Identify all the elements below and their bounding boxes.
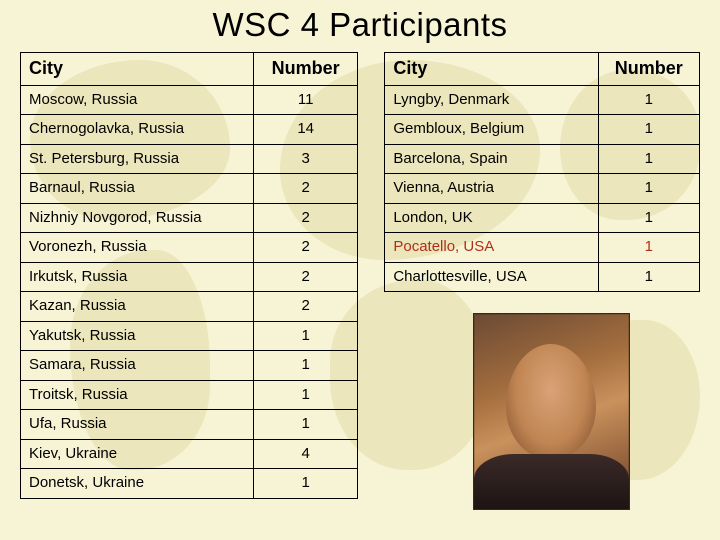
cell-city: Lyngby, Denmark	[385, 85, 598, 115]
cell-number: 1	[598, 174, 699, 204]
cell-number: 1	[254, 410, 358, 440]
cell-number: 2	[254, 233, 358, 263]
cell-city: Barnaul, Russia	[21, 174, 254, 204]
cell-number: 1	[254, 351, 358, 381]
cell-number: 1	[254, 380, 358, 410]
table-row: Moscow, Russia11	[21, 85, 358, 115]
cell-city: Samara, Russia	[21, 351, 254, 381]
cell-city: Kiev, Ukraine	[21, 439, 254, 469]
col-header-number: Number	[254, 53, 358, 86]
table-row: Ufa, Russia1	[21, 410, 358, 440]
cell-city: Voronezh, Russia	[21, 233, 254, 263]
table-row: Troitsk, Russia1	[21, 380, 358, 410]
participant-photo	[473, 313, 630, 510]
table-header-row: City Number	[21, 53, 358, 86]
participants-table-right: City Number Lyngby, Denmark1Gembloux, Be…	[384, 52, 700, 292]
page-title: WSC 4 Participants	[20, 6, 700, 44]
col-header-city: City	[385, 53, 598, 86]
cell-number: 2	[254, 174, 358, 204]
cell-city: Yakutsk, Russia	[21, 321, 254, 351]
table-row: Donetsk, Ukraine1	[21, 469, 358, 499]
slide-content: WSC 4 Participants City Number Moscow, R…	[0, 0, 720, 540]
table-row: Gembloux, Belgium1	[385, 115, 700, 145]
cell-number: 3	[254, 144, 358, 174]
table-row: Kiev, Ukraine4	[21, 439, 358, 469]
cell-city: Donetsk, Ukraine	[21, 469, 254, 499]
cell-number: 1	[254, 321, 358, 351]
cell-city: Irkutsk, Russia	[21, 262, 254, 292]
table-row: Voronezh, Russia2	[21, 233, 358, 263]
cell-city: Ufa, Russia	[21, 410, 254, 440]
cell-city: Troitsk, Russia	[21, 380, 254, 410]
cell-number: 14	[254, 115, 358, 145]
table-row: Vienna, Austria1	[385, 174, 700, 204]
cell-number: 1	[598, 85, 699, 115]
cell-city: Vienna, Austria	[385, 174, 598, 204]
cell-number: 2	[254, 262, 358, 292]
cell-number: 1	[598, 203, 699, 233]
cell-number: 1	[598, 115, 699, 145]
cell-city: Kazan, Russia	[21, 292, 254, 322]
cell-number: 1	[598, 262, 699, 292]
table-row: Barnaul, Russia2	[21, 174, 358, 204]
cell-city: Moscow, Russia	[21, 85, 254, 115]
cell-city: Barcelona, Spain	[385, 144, 598, 174]
cell-city: Nizhniy Novgorod, Russia	[21, 203, 254, 233]
table-row: Charlottesville, USA1	[385, 262, 700, 292]
cell-city: Chernogolavka, Russia	[21, 115, 254, 145]
participants-table-left: City Number Moscow, Russia11Chernogolavk…	[20, 52, 358, 499]
cell-number: 11	[254, 85, 358, 115]
col-header-city: City	[21, 53, 254, 86]
table-row: Lyngby, Denmark1	[385, 85, 700, 115]
cell-city: Gembloux, Belgium	[385, 115, 598, 145]
table-row: Yakutsk, Russia1	[21, 321, 358, 351]
cell-number: 2	[254, 292, 358, 322]
table-header-row: City Number	[385, 53, 700, 86]
cell-city: London, UK	[385, 203, 598, 233]
cell-city: Pocatello, USA	[385, 233, 598, 263]
cell-number: 1	[598, 233, 699, 263]
table-row: Samara, Russia1	[21, 351, 358, 381]
table-row: St. Petersburg, Russia3	[21, 144, 358, 174]
cell-number: 2	[254, 203, 358, 233]
cell-city: Charlottesville, USA	[385, 262, 598, 292]
cell-number: 1	[598, 144, 699, 174]
table-row: Irkutsk, Russia2	[21, 262, 358, 292]
table-row: Barcelona, Spain1	[385, 144, 700, 174]
table-row: London, UK1	[385, 203, 700, 233]
cell-number: 4	[254, 439, 358, 469]
col-header-number: Number	[598, 53, 699, 86]
cell-number: 1	[254, 469, 358, 499]
table-row: Chernogolavka, Russia14	[21, 115, 358, 145]
table-row: Kazan, Russia2	[21, 292, 358, 322]
table-row: Pocatello, USA1	[385, 233, 700, 263]
table-row: Nizhniy Novgorod, Russia2	[21, 203, 358, 233]
cell-city: St. Petersburg, Russia	[21, 144, 254, 174]
